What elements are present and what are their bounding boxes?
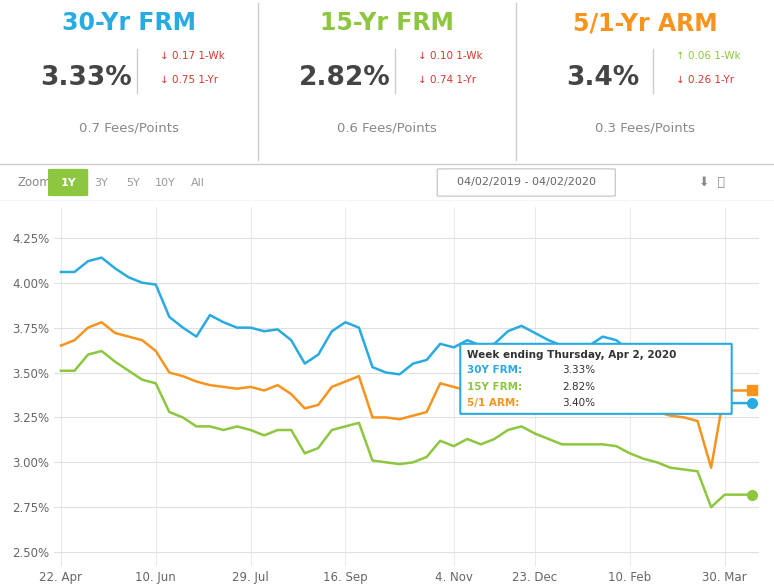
Text: 3Y: 3Y	[94, 178, 108, 187]
Text: 04/02/2019 - 04/02/2020: 04/02/2019 - 04/02/2020	[457, 178, 596, 187]
Text: 0.7 Fees/Points: 0.7 Fees/Points	[79, 121, 179, 134]
Text: 10Y: 10Y	[156, 178, 176, 187]
Text: 15Y FRM:: 15Y FRM:	[467, 381, 522, 391]
FancyBboxPatch shape	[48, 169, 88, 196]
Text: 5/1 ARM:: 5/1 ARM:	[467, 398, 519, 408]
Text: 0.3 Fees/Points: 0.3 Fees/Points	[595, 121, 695, 134]
Text: ↓ 0.10 1-Wk: ↓ 0.10 1-Wk	[418, 51, 482, 61]
Text: 2.82%: 2.82%	[299, 65, 390, 92]
Text: ↓ 0.75 1-Yr: ↓ 0.75 1-Yr	[160, 75, 218, 85]
Text: ↓ 0.17 1-Wk: ↓ 0.17 1-Wk	[160, 51, 224, 61]
Text: ↑ 0.06 1-Wk: ↑ 0.06 1-Wk	[676, 51, 741, 61]
Text: 0.6 Fees/Points: 0.6 Fees/Points	[337, 121, 437, 134]
Text: 30Y FRM:: 30Y FRM:	[467, 366, 522, 376]
Text: 3.33%: 3.33%	[40, 65, 132, 92]
Text: ⬇  ⎙: ⬇ ⎙	[699, 176, 725, 189]
Text: 15-Yr FRM: 15-Yr FRM	[320, 12, 454, 36]
Text: 1Y: 1Y	[60, 178, 76, 187]
Text: All: All	[191, 178, 205, 187]
Text: 3.33%: 3.33%	[562, 366, 595, 376]
Text: Week ending Thursday, Apr 2, 2020: Week ending Thursday, Apr 2, 2020	[467, 350, 676, 360]
Text: Zoom: Zoom	[17, 176, 51, 189]
Text: ↓ 0.26 1-Yr: ↓ 0.26 1-Yr	[676, 75, 734, 85]
FancyBboxPatch shape	[437, 169, 615, 196]
Text: 3.40%: 3.40%	[562, 398, 595, 408]
Text: 5Y: 5Y	[126, 178, 140, 187]
Text: ↓ 0.74 1-Yr: ↓ 0.74 1-Yr	[418, 75, 476, 85]
FancyBboxPatch shape	[461, 344, 731, 414]
Text: 5/1-Yr ARM: 5/1-Yr ARM	[573, 12, 717, 36]
Text: 2.82%: 2.82%	[562, 381, 595, 391]
Text: 3.4%: 3.4%	[566, 65, 639, 92]
Text: 30-Yr FRM: 30-Yr FRM	[62, 12, 196, 36]
